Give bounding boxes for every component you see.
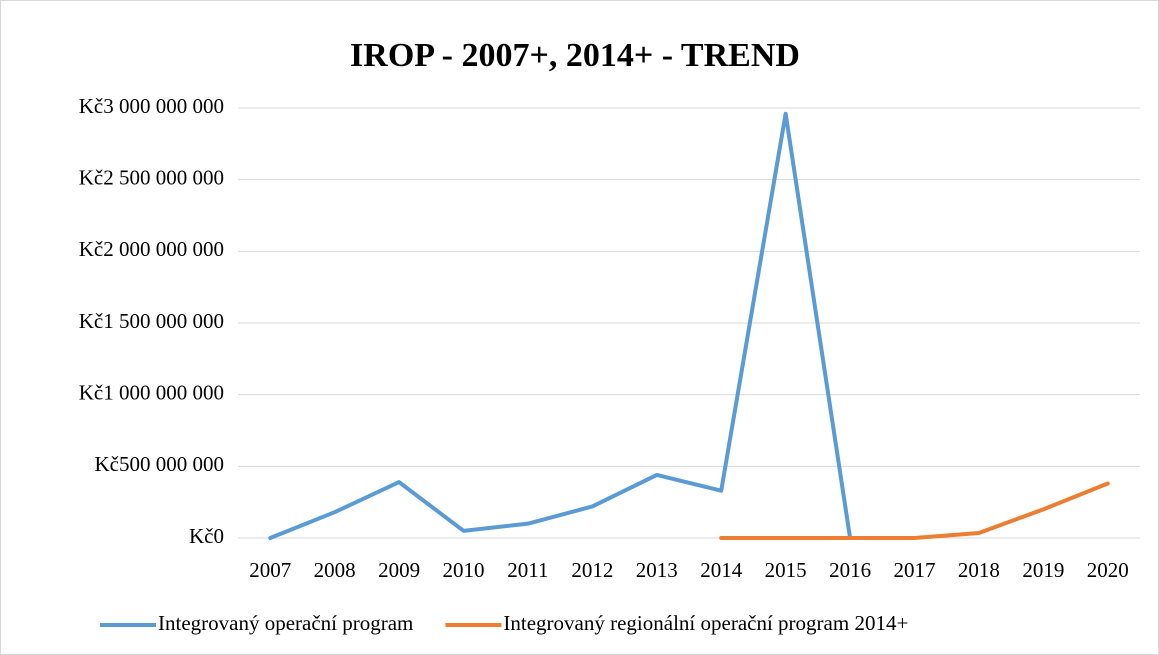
x-tick-label: 2012 [571,558,613,582]
x-tick-label: 2009 [378,558,420,582]
y-tick-label: Kč1 000 000 000 [79,380,224,404]
x-tick-label: 2018 [958,558,1000,582]
x-tick-label: 2013 [636,558,678,582]
x-tick-label: 2010 [443,558,485,582]
x-tick-label: 2008 [314,558,356,582]
chart-title: IROP - 2007+, 2014+ - TREND [350,37,800,74]
series-line [268,111,853,540]
x-tick-label: 2016 [829,558,871,582]
y-tick-label: Kč500 000 000 [95,452,225,476]
legend-label: Integrovaný regionální operační program … [503,611,908,635]
y-tick-label: Kč3 000 000 000 [79,94,224,118]
x-tick-label: 2014 [700,558,743,582]
y-tick-label: Kč0 [189,524,224,548]
x-tick-label: 2017 [894,558,936,582]
y-tick-label: Kč1 500 000 000 [79,309,224,333]
x-tick-label: 2019 [1022,558,1064,582]
x-tick-label: 2015 [765,558,807,582]
series-line [719,481,1110,540]
x-tick-label: 2007 [249,558,291,582]
x-tick-label: 2020 [1087,558,1129,582]
y-tick-label: Kč2 000 000 000 [79,237,224,261]
x-tick-label: 2011 [507,558,548,582]
y-tick-label: Kč2 500 000 000 [79,165,224,189]
legend-label: Integrovaný operační program [158,611,413,635]
